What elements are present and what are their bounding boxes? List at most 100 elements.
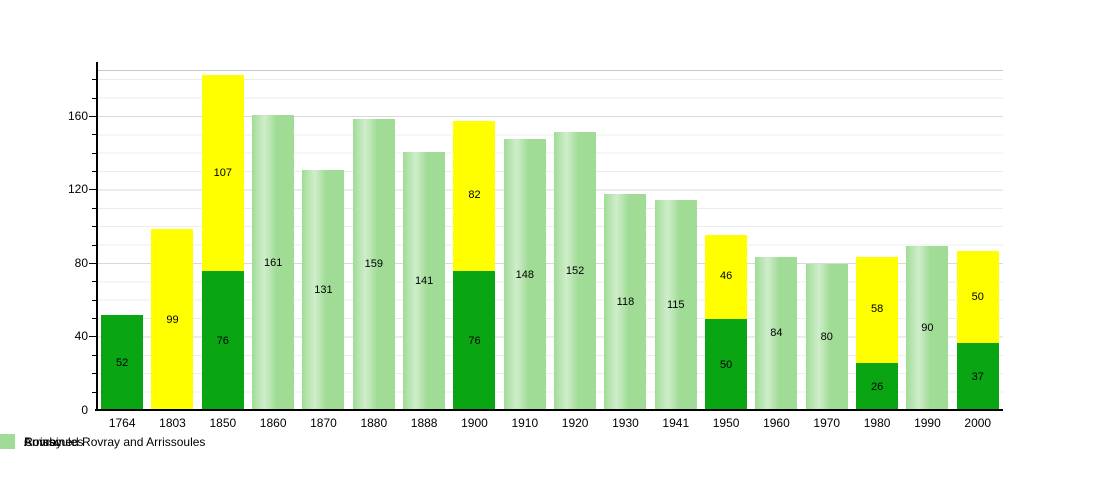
y-axis-tick: [92, 134, 96, 135]
x-axis-label: 1930: [612, 416, 639, 430]
y-axis-tick: [92, 318, 96, 319]
bar-value-label: 46: [719, 270, 733, 283]
x-axis-label: 1860: [259, 416, 287, 430]
bar-segment: 115: [654, 199, 697, 411]
bar-column: 161 1860: [248, 71, 298, 430]
bar-column: 80 1970: [802, 71, 852, 430]
bar: 161: [252, 115, 295, 411]
y-axis-tick: [92, 373, 96, 374]
y-axis-tick: [92, 355, 96, 356]
legend-item-combined: Combined Rovray and Arrissoules: [0, 434, 205, 449]
bar-column: 90 1990: [902, 71, 952, 430]
x-axis-label: 1990: [914, 416, 941, 430]
bar-value-label: 159: [364, 258, 383, 271]
bar-segment: 131: [302, 170, 345, 411]
bar: 50 46: [705, 234, 748, 411]
bar: 80: [805, 264, 848, 411]
y-axis-tick: [92, 79, 96, 80]
bar-value-label: 50: [719, 358, 733, 371]
y-axis-label: 160: [67, 109, 88, 123]
bar-value-label: 141: [414, 274, 434, 287]
x-axis-label: 1980: [863, 416, 891, 430]
legend-label-arrissoules: Arrissoules: [24, 434, 84, 449]
y-axis-label: 80: [74, 256, 88, 270]
bar: 152: [554, 131, 597, 411]
x-axis-label: 1920: [561, 416, 589, 430]
bar-segment: 161: [252, 115, 295, 411]
bar-segment: 76: [453, 271, 496, 411]
plot-area: 52 1764 99 1803 76 107 1850 161 1860 131 1870 159 18…: [97, 70, 1003, 430]
bars-group: 52 1764 99 1803 76 107 1850 161 1860 131 1870 159 18…: [97, 71, 1003, 430]
bar-column: 99 1803: [147, 71, 197, 430]
y-axis-tick: [92, 226, 96, 227]
y-axis-tick: [89, 336, 96, 337]
bar-segment: 76: [201, 271, 244, 411]
bar-value-label: 58: [870, 303, 884, 316]
bar-column: 84 1960: [751, 71, 801, 430]
bar-segment: 99: [151, 229, 194, 411]
x-axis-label: 1970: [813, 416, 841, 430]
x-axis-label: 1850: [209, 416, 237, 430]
bar-segment: 84: [755, 256, 798, 411]
bar-value-label: 131: [314, 284, 333, 297]
bar-column: 37 50 2000: [953, 71, 1003, 430]
x-axis-label: 1900: [461, 416, 488, 430]
y-axis: [96, 62, 98, 410]
bar-column: 76 107 1850: [198, 71, 248, 430]
bar-column: 50 46 1950: [701, 71, 751, 430]
bar-value-label: 115: [666, 298, 685, 311]
legend-label-rovray: Rovray: [24, 434, 63, 449]
y-axis-tick: [92, 281, 96, 282]
bar-segment: 141: [403, 151, 446, 411]
bar-segment: 37: [956, 343, 999, 411]
y-axis-tick: [92, 245, 96, 246]
y-axis-tick: [92, 171, 96, 172]
bar-value-label: 52: [116, 356, 129, 369]
bar-column: 52 1764: [97, 71, 147, 430]
bar-column: 131 1870: [298, 71, 348, 430]
bar-column: 159 1880: [349, 71, 399, 430]
bar-segment: 80: [805, 264, 848, 411]
bar-segment: 52: [101, 315, 144, 411]
bar-segment: 46: [705, 234, 748, 320]
legend-label-combined: Combined Rovray and Arrissoules: [24, 434, 206, 449]
bar-value-label: 84: [770, 327, 783, 340]
bar-column: 141 1888: [399, 71, 449, 430]
bar-column: 152 1920: [550, 71, 600, 430]
x-axis: [95, 409, 1003, 411]
bar-column: 115 1941: [651, 71, 701, 430]
bar-value-label: 99: [166, 313, 179, 326]
x-axis-label: 1888: [410, 416, 438, 430]
x-axis-label: 1803: [159, 416, 186, 430]
y-axis-tick: [89, 189, 96, 190]
bar: 76 107: [201, 74, 244, 411]
x-axis-label: 1880: [360, 416, 388, 430]
bar-segment: 148: [503, 139, 546, 411]
bar-value-label: 90: [921, 321, 934, 334]
bar: 159: [352, 118, 395, 411]
bar: 115: [654, 199, 697, 411]
bar-value-label: 50: [971, 290, 984, 303]
y-axis-tick: [92, 208, 96, 209]
bar-value-label: 80: [820, 331, 833, 343]
bar-segment: 90: [906, 245, 949, 411]
bar: 37 50: [956, 251, 999, 411]
bar: 99: [151, 229, 194, 411]
bar: 84: [755, 256, 798, 411]
bar-value-label: 161: [263, 256, 283, 269]
x-axis-label: 1950: [712, 416, 740, 430]
bar: 76 82: [453, 120, 496, 411]
bar: 148: [503, 139, 546, 411]
x-axis-label: 2000: [964, 416, 992, 430]
bar: 118: [604, 194, 647, 411]
bar-column: 148 1910: [500, 71, 550, 430]
bar-value-label: 26: [870, 380, 884, 393]
bar-segment: 58: [856, 256, 899, 364]
bar-value-label: 37: [971, 370, 984, 383]
bar-value-label: 118: [616, 296, 635, 309]
y-axis-tick: [92, 153, 96, 154]
y-axis-tick: [92, 98, 96, 99]
x-axis-label: 1960: [763, 416, 790, 430]
bar: 90: [906, 245, 949, 411]
x-axis-label: 1870: [310, 416, 337, 430]
